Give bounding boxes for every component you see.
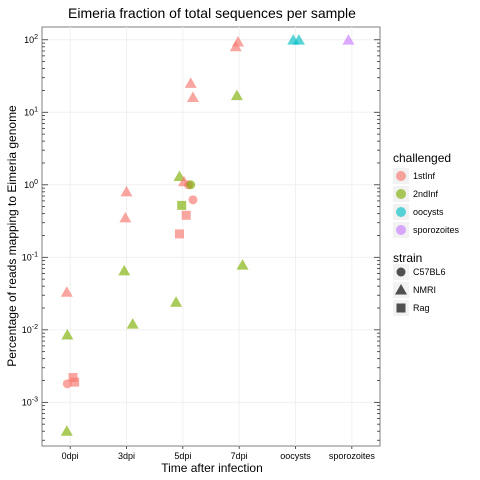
data-point [186,180,196,190]
legend-label-challenged: sporozoites [413,225,460,235]
data-point [68,373,78,383]
legend-strain-title: strain [393,251,422,265]
data-point [184,77,197,88]
data-point [60,286,73,297]
legend-label-challenged: 1stInf [413,171,436,181]
legend-key-challenged [396,189,406,199]
legend-label-challenged: 2ndInf [413,189,439,199]
data-point [170,296,183,307]
y-axis: 10-3 10-2 10-1 100 101 102 [22,34,380,441]
data-point [119,211,132,223]
data-point [181,210,191,220]
x-tick-label: 3dpi [118,451,135,461]
x-tick-label: 5dpi [174,451,191,461]
legend-key-strain [395,284,407,295]
data-point [174,229,184,239]
legend-key-challenged [396,207,406,217]
data-point [292,34,305,45]
legend-challenged-title: challenged [393,151,451,165]
legend-key-strain [396,303,406,313]
legend-label-strain: C57BL6 [413,267,446,277]
y-tick-label: 10-1 [22,251,38,262]
data-point [232,36,245,47]
data-point [61,328,74,340]
y-tick-label: 10-2 [22,324,38,335]
data-point [177,200,187,210]
y-tick-label: 101 [24,106,38,117]
y-axis-title: Percentage of reads mapping to Eimeria g… [5,105,19,367]
x-tick-label: sporozoites [329,451,376,461]
legend-key-challenged [396,171,406,181]
data-points [60,34,355,436]
y-tick-label: 10-3 [22,396,38,407]
legend-challenged: challenged 1stInf 2ndInf oocysts sporozoite… [393,151,460,238]
data-point [236,259,249,270]
data-point [188,195,198,205]
x-tick-label: 7dpi [231,451,248,461]
legend-key-strain [396,267,406,277]
plot-panel [41,26,381,447]
legend-key-challenged [396,225,406,235]
grid-lines [42,27,380,446]
chart-title: Eimeria fraction of total sequences per … [68,5,356,21]
data-point [120,185,133,197]
y-tick-label: 100 [24,179,38,190]
legend-label-strain: NMRI [413,285,436,295]
data-point [173,170,186,182]
x-axis: 0dpi 3dpi 5dpi 7dpi oocysts sporozoites [62,446,376,461]
data-point [342,34,355,45]
legend-label-challenged: oocysts [413,207,444,217]
data-point [186,91,199,102]
data-point [118,264,131,276]
data-point [126,318,139,329]
data-point [230,89,243,101]
data-point [70,377,80,387]
x-tick-label: 0dpi [62,451,79,461]
data-point [60,425,73,436]
legend-label-strain: Rag [413,303,430,313]
x-axis-title: Time after infection [161,461,263,475]
legend-strain: strain C57BL6 NMRI Rag [393,251,446,316]
x-tick-label: oocysts [280,451,311,461]
y-tick-label: 102 [24,34,38,45]
